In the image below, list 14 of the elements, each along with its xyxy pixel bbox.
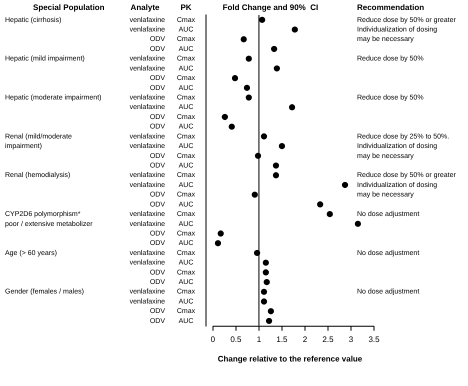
x-tick-label: 3.5 <box>368 334 380 344</box>
text: Special Population <box>33 3 105 12</box>
text: Analyte <box>130 3 160 12</box>
x-tick-label: 1.5 <box>276 334 288 344</box>
text: Recommendation <box>357 3 424 12</box>
x-tick-label: 2.5 <box>322 334 334 344</box>
x-tick-label: 2 <box>302 334 308 344</box>
x-tick-label: 0.5 <box>230 334 242 344</box>
text: PK <box>180 3 192 12</box>
x-tick-label: 0 <box>210 334 216 344</box>
x-tick-label: 1 <box>256 334 262 344</box>
chart-title: Fold Change and 90% CI <box>222 3 318 12</box>
x-axis-title: Change relative to the reference value <box>218 354 363 364</box>
x-tick-label: 3 <box>348 334 354 344</box>
